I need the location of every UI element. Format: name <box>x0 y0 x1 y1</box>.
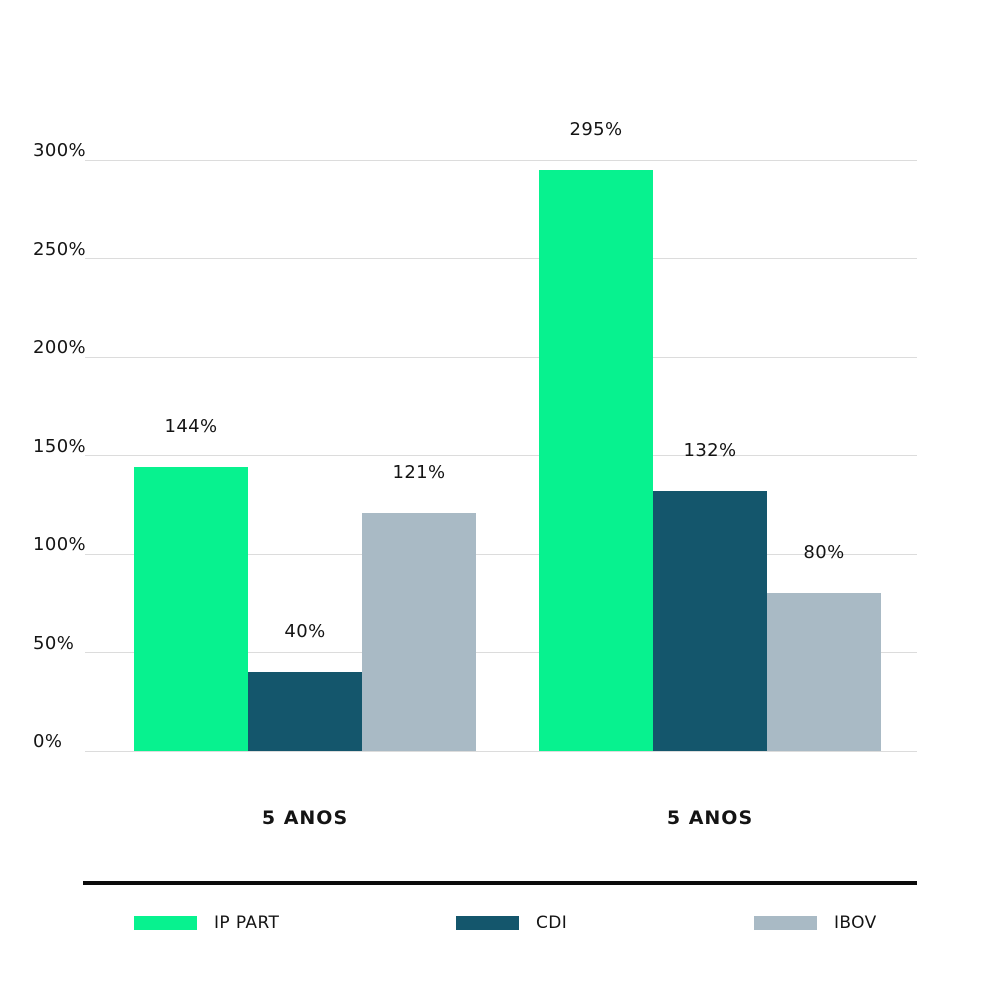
gridline-50 <box>85 652 917 653</box>
bar-value-ibov-group-1: 121% <box>392 461 446 483</box>
y-tick-label-300: 300% <box>33 140 87 161</box>
x-category-label-2: 5 ANOS <box>666 807 754 829</box>
gridline-150 <box>85 455 917 456</box>
bar-value-ibov-group-2: 80% <box>803 542 845 564</box>
bar-ibov-group-1 <box>362 512 476 751</box>
y-tick-label-100: 100% <box>33 534 87 555</box>
bar-ibov-group-2 <box>767 593 881 751</box>
bar-value-ip-part-group-2: 295% <box>569 118 623 140</box>
gridline-300 <box>85 159 917 161</box>
legend-item-cdi: CDI <box>456 910 567 936</box>
y-tick-label-50: 50% <box>33 632 75 654</box>
legend-label-ibov: IBOV <box>834 913 877 933</box>
bar-ip-part-group-2 <box>539 169 653 751</box>
legend-divider <box>83 881 917 885</box>
legend-item-ip-part: IP PART <box>134 910 279 936</box>
y-tick-label-0: 0% <box>33 731 63 752</box>
legend-label-ip-part: IP PART <box>214 913 280 933</box>
bar-cdi-group-2 <box>653 490 767 751</box>
legend-swatch-ibov <box>754 916 817 930</box>
y-tick-label-150: 150% <box>33 435 87 457</box>
gridline-100 <box>85 553 917 555</box>
bar-value-ip-part-group-1: 144% <box>164 416 218 438</box>
y-tick-label-200: 200% <box>33 337 87 358</box>
bar-cdi-group-1 <box>248 672 362 751</box>
legend-swatch-cdi <box>456 916 519 930</box>
bar-ip-part-group-1 <box>134 467 248 751</box>
gridline-250 <box>85 258 917 259</box>
gridline-200 <box>85 356 917 358</box>
x-category-label-1: 5 ANOS <box>261 807 349 829</box>
legend-item-ibov: IBOV <box>754 910 877 936</box>
y-tick-label-250: 250% <box>33 238 87 260</box>
legend-label-cdi: CDI <box>536 913 568 933</box>
bar-value-cdi-group-1: 40% <box>284 621 326 643</box>
legend-swatch-ip-part <box>134 916 197 930</box>
bar-value-cdi-group-2: 132% <box>683 439 737 461</box>
gridline-0 <box>85 750 917 752</box>
